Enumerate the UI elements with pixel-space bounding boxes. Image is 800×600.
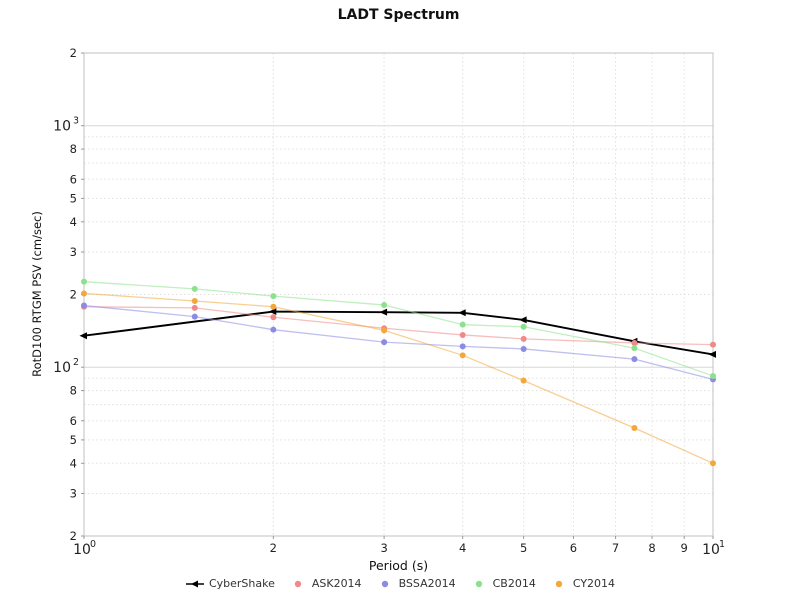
- series-marker-cb2014: [81, 278, 87, 285]
- series-marker-bssa2014: [631, 356, 638, 363]
- x-tick-label: 5: [520, 541, 527, 555]
- legend-item-bssa2014: BSSA2014: [375, 577, 456, 590]
- series-marker-cb2014: [459, 321, 466, 328]
- series-marker-ask2014: [270, 314, 277, 321]
- series-line-cb2014: [83, 281, 714, 377]
- series-marker-bssa2014: [520, 345, 527, 352]
- legend-item-ask2014: ASK2014: [288, 577, 362, 590]
- series-line-cy2014: [83, 292, 714, 464]
- x-tick-label: 4: [459, 541, 466, 555]
- series-marker-cybershake: [79, 332, 87, 340]
- x-tick-label: 2: [270, 541, 277, 555]
- chart-title: LADT Spectrum: [337, 7, 460, 23]
- series-marker-cy2014: [381, 327, 388, 334]
- y-tick-label: 8: [70, 142, 77, 156]
- legend-label: ASK2014: [311, 577, 362, 590]
- y-tick-label: 4: [70, 215, 77, 229]
- series-marker-bssa2014: [381, 339, 388, 346]
- series-line-ask2014: [83, 306, 714, 346]
- x-tick-label: 10: [73, 542, 91, 558]
- y-tick-label: 10: [53, 360, 71, 376]
- y-tick-label: 3: [70, 245, 77, 259]
- y-tick-label: 2: [70, 529, 77, 543]
- series-marker-bssa2014: [270, 326, 277, 333]
- series-marker-ask2014: [631, 339, 638, 346]
- y-tick-label: 4: [70, 456, 77, 470]
- y-tick-label: 6: [70, 172, 77, 186]
- y-tick-label: 5: [70, 191, 77, 205]
- series-marker-cb2014: [270, 293, 277, 300]
- series-marker-ask2014: [459, 331, 466, 338]
- x-axis-title: Period (s): [368, 558, 429, 573]
- legend-marker-cybershake-icon: [185, 580, 204, 587]
- series-marker-ask2014: [710, 341, 716, 348]
- series-marker-cy2014: [459, 352, 466, 359]
- x-tick-exponent: 0: [90, 539, 96, 550]
- legend-marker-cb2014-icon: [475, 580, 482, 587]
- legend-label: CY2014: [572, 577, 616, 590]
- y-tick-label: 10: [53, 119, 71, 135]
- series-marker-cy2014: [191, 297, 198, 304]
- series-line-cybershake: [83, 310, 714, 356]
- y-tick-exponent: 2: [73, 357, 79, 368]
- legend-label: BSSA2014: [398, 577, 456, 590]
- series-marker-bssa2014: [459, 343, 466, 350]
- x-tick-label: 8: [648, 541, 655, 555]
- series-marker-cy2014: [710, 460, 716, 467]
- series-marker-cybershake: [708, 350, 716, 358]
- legend-marker-bssa2014-icon: [381, 580, 388, 587]
- series-marker-cybershake: [379, 308, 388, 316]
- series-marker-cb2014: [520, 323, 527, 330]
- y-tick-label: 2: [70, 288, 77, 302]
- x-tick-exponent: 1: [719, 539, 725, 550]
- x-tick-label: 7: [612, 541, 619, 555]
- x-tick-label: 9: [681, 541, 688, 555]
- series-marker-cy2014: [520, 377, 527, 384]
- series-marker-cybershake: [458, 309, 466, 317]
- series-marker-cy2014: [81, 290, 87, 297]
- series-marker-cb2014: [381, 301, 388, 308]
- series-marker-cy2014: [270, 303, 277, 310]
- series-line-bssa2014: [83, 304, 714, 381]
- y-tick-label: 3: [70, 486, 77, 500]
- series-marker-bssa2014: [81, 302, 87, 309]
- legend-marker-cy2014-icon: [555, 580, 563, 587]
- x-tick-label: 3: [380, 541, 387, 555]
- series-marker-cy2014: [631, 425, 638, 432]
- legend-item-cb2014: CB2014: [469, 577, 536, 590]
- y-tick-label: 6: [70, 414, 77, 428]
- legend-label: CyberShake: [208, 577, 275, 590]
- legend: CyberShake ASK2014 BSSA2014 CB2014 CY2014: [0, 577, 800, 590]
- legend-label: CB2014: [492, 577, 536, 590]
- series-marker-cb2014: [191, 285, 198, 292]
- y-tick-label: 2: [70, 46, 77, 60]
- series-marker-bssa2014: [191, 313, 198, 320]
- series-marker-ask2014: [520, 335, 527, 342]
- series-marker-cybershake: [519, 316, 527, 324]
- legend-marker-ask2014-icon: [294, 580, 302, 587]
- y-tick-exponent: 3: [73, 116, 79, 127]
- y-tick-label: 5: [70, 433, 77, 447]
- legend-item-cy2014: CY2014: [549, 577, 615, 590]
- series-marker-ask2014: [191, 304, 198, 311]
- series-marker-cybershake: [268, 308, 277, 316]
- legend-item-cybershake: CyberShake: [185, 577, 275, 590]
- series-marker-cb2014: [631, 345, 638, 352]
- x-tick-label: 10: [702, 542, 720, 558]
- x-tick-label: 6: [570, 541, 577, 555]
- y-tick-label: 8: [70, 384, 77, 398]
- series-marker-cb2014: [710, 372, 716, 379]
